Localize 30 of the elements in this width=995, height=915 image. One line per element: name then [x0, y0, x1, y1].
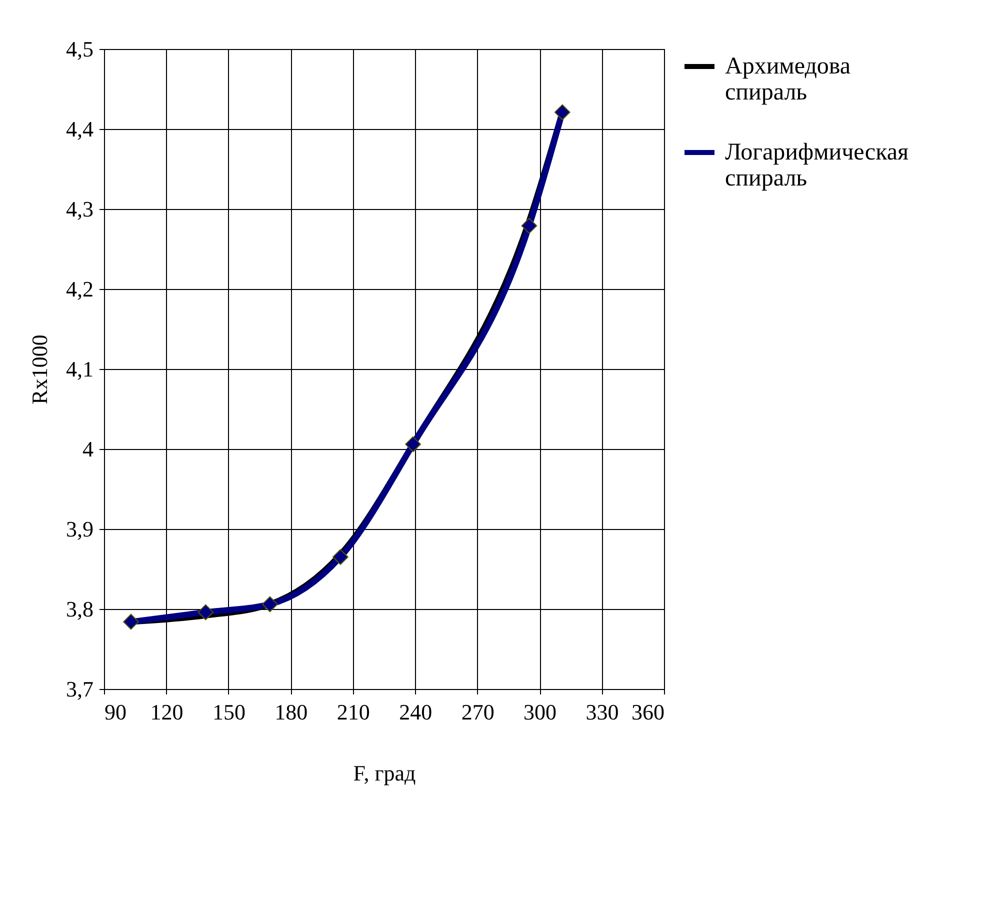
point	[521, 218, 538, 234]
x-tick-label: 330	[586, 700, 619, 724]
y-tick-label: 3,7	[66, 676, 94, 702]
x-tick-label: 90	[104, 700, 126, 724]
y-tick-label: 4,2	[66, 276, 94, 302]
x-tick-label: 150	[212, 700, 246, 724]
x-tick-label: 270	[461, 700, 494, 724]
y-tick-label: 4,1	[66, 356, 94, 382]
x-tick-label: 300	[524, 700, 557, 724]
point	[198, 604, 214, 620]
legend-label: Архимедова спираль	[725, 54, 851, 106]
y-tick-label: 3,9	[66, 516, 94, 542]
x-tick-label: 360	[632, 700, 664, 724]
point	[262, 596, 278, 612]
y-tick-label: 4,5	[66, 36, 94, 62]
x-tick-label: 240	[399, 700, 432, 724]
point	[554, 104, 570, 120]
y-axis-title: Rx1000	[27, 334, 52, 404]
point	[332, 549, 348, 565]
x-axis-title: F, град	[353, 760, 416, 786]
y-tick-label: 4	[82, 436, 94, 462]
point	[123, 614, 139, 630]
y-tick-label: 4,3	[66, 196, 94, 222]
point	[405, 436, 421, 452]
x-tick-label: 180	[274, 700, 308, 724]
y-tick-label: 3,8	[66, 596, 94, 622]
y-tick-label: 4,4	[66, 116, 94, 142]
x-tick-label: 210	[336, 700, 370, 724]
legend-label: Логарифмическая спираль	[725, 140, 909, 192]
x-tick-label: 120	[150, 700, 184, 724]
